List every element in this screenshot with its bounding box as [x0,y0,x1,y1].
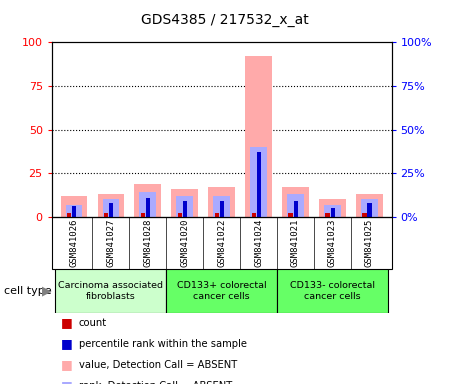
Bar [55,269,166,313]
Bar [250,147,267,217]
Bar [178,214,182,217]
Text: GSM841024: GSM841024 [254,219,263,267]
Bar [282,187,309,217]
Bar [220,201,224,217]
Text: CD133+ colorectal
cancer cells: CD133+ colorectal cancer cells [177,281,266,301]
Text: ■: ■ [61,379,72,384]
Text: GSM841028: GSM841028 [143,219,152,267]
Bar [277,269,388,313]
Text: ▶: ▶ [42,285,52,297]
Bar [72,207,76,217]
Bar [368,203,372,217]
Bar [288,214,293,217]
Text: cell type: cell type [4,286,52,296]
Bar [176,196,193,217]
Bar [294,201,298,217]
Bar [183,201,187,217]
Bar [325,214,330,217]
Bar [66,205,82,217]
Bar [135,184,161,217]
Text: ■: ■ [61,358,72,371]
Bar [287,194,304,217]
Bar [98,194,124,217]
Bar [208,187,235,217]
Text: GSM841027: GSM841027 [106,219,115,267]
Bar [215,214,219,217]
Text: GSM841025: GSM841025 [365,219,374,267]
Bar [166,269,277,313]
Text: rank, Detection Call = ABSENT: rank, Detection Call = ABSENT [79,381,232,384]
Text: GSM841023: GSM841023 [328,219,337,267]
Bar [67,214,71,217]
Text: GSM841026: GSM841026 [69,219,78,267]
Bar [140,192,156,217]
Bar [171,189,198,217]
Text: GSM841020: GSM841020 [180,219,189,267]
Text: ■: ■ [61,337,72,350]
Text: percentile rank within the sample: percentile rank within the sample [79,339,247,349]
Text: ■: ■ [61,316,72,329]
Bar [141,214,145,217]
Bar [103,200,119,217]
Bar [361,200,378,217]
Bar [109,203,113,217]
Bar [104,214,108,217]
Bar [61,196,87,217]
Bar [256,152,261,217]
Text: CD133- colorectal
cancer cells: CD133- colorectal cancer cells [290,281,375,301]
Bar [324,205,341,217]
Text: value, Detection Call = ABSENT: value, Detection Call = ABSENT [79,360,237,370]
Bar [356,194,382,217]
Text: count: count [79,318,107,328]
Text: GSM841021: GSM841021 [291,219,300,267]
Bar [362,214,367,217]
Bar [331,208,335,217]
Bar [146,198,150,217]
Text: GSM841022: GSM841022 [217,219,226,267]
Bar [252,214,256,217]
Bar [245,56,272,217]
Text: Carcinoma associated
fibroblasts: Carcinoma associated fibroblasts [58,281,163,301]
Text: GDS4385 / 217532_x_at: GDS4385 / 217532_x_at [141,13,309,27]
Bar [213,196,230,217]
Bar [319,200,346,217]
